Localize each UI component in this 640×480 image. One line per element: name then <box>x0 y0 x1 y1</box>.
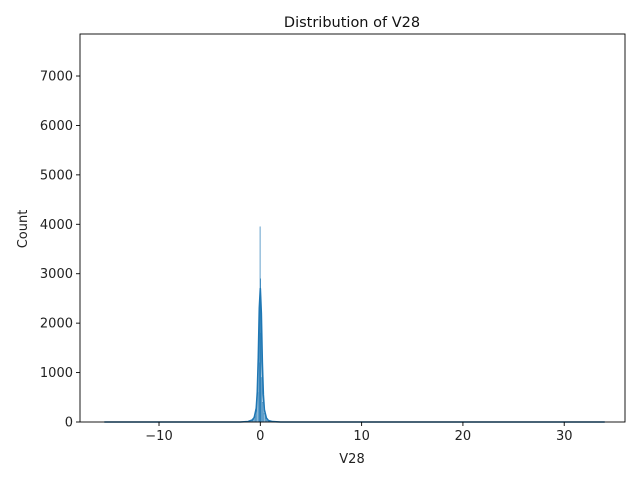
x-axis-label: V28 <box>339 452 364 467</box>
axes <box>79 33 626 423</box>
x-tick-label-4: 30 <box>556 429 573 444</box>
histogram-bar-10 <box>261 377 263 423</box>
y-tick-label-1: 1000 <box>40 366 73 381</box>
y-tick-label-6: 6000 <box>40 119 73 134</box>
y-tick-label-7: 7000 <box>40 70 73 85</box>
x-ticks: −10 0 10 20 30 <box>145 422 572 444</box>
y-tick-label-4: 4000 <box>40 218 73 233</box>
y-tick-label-2: 2000 <box>40 317 73 332</box>
x-tick-label-3: 20 <box>455 429 472 444</box>
y-axis-label: Count <box>16 210 31 249</box>
kde-curve <box>104 287 605 423</box>
y-ticks: 0 1000 2000 3000 4000 5000 6000 7000 <box>40 70 80 431</box>
y-tick-label-3: 3000 <box>40 267 73 282</box>
kde-curve-group <box>104 287 605 423</box>
x-tick-label-2: 10 <box>353 429 370 444</box>
plot-frame <box>79 33 626 423</box>
y-tick-label-5: 5000 <box>40 168 73 183</box>
x-tick-label-1: 0 <box>256 429 264 444</box>
y-tick-label-0: 0 <box>65 416 73 431</box>
chart-title: Distribution of V28 <box>284 15 420 31</box>
x-tick-label-0: −10 <box>145 429 172 444</box>
